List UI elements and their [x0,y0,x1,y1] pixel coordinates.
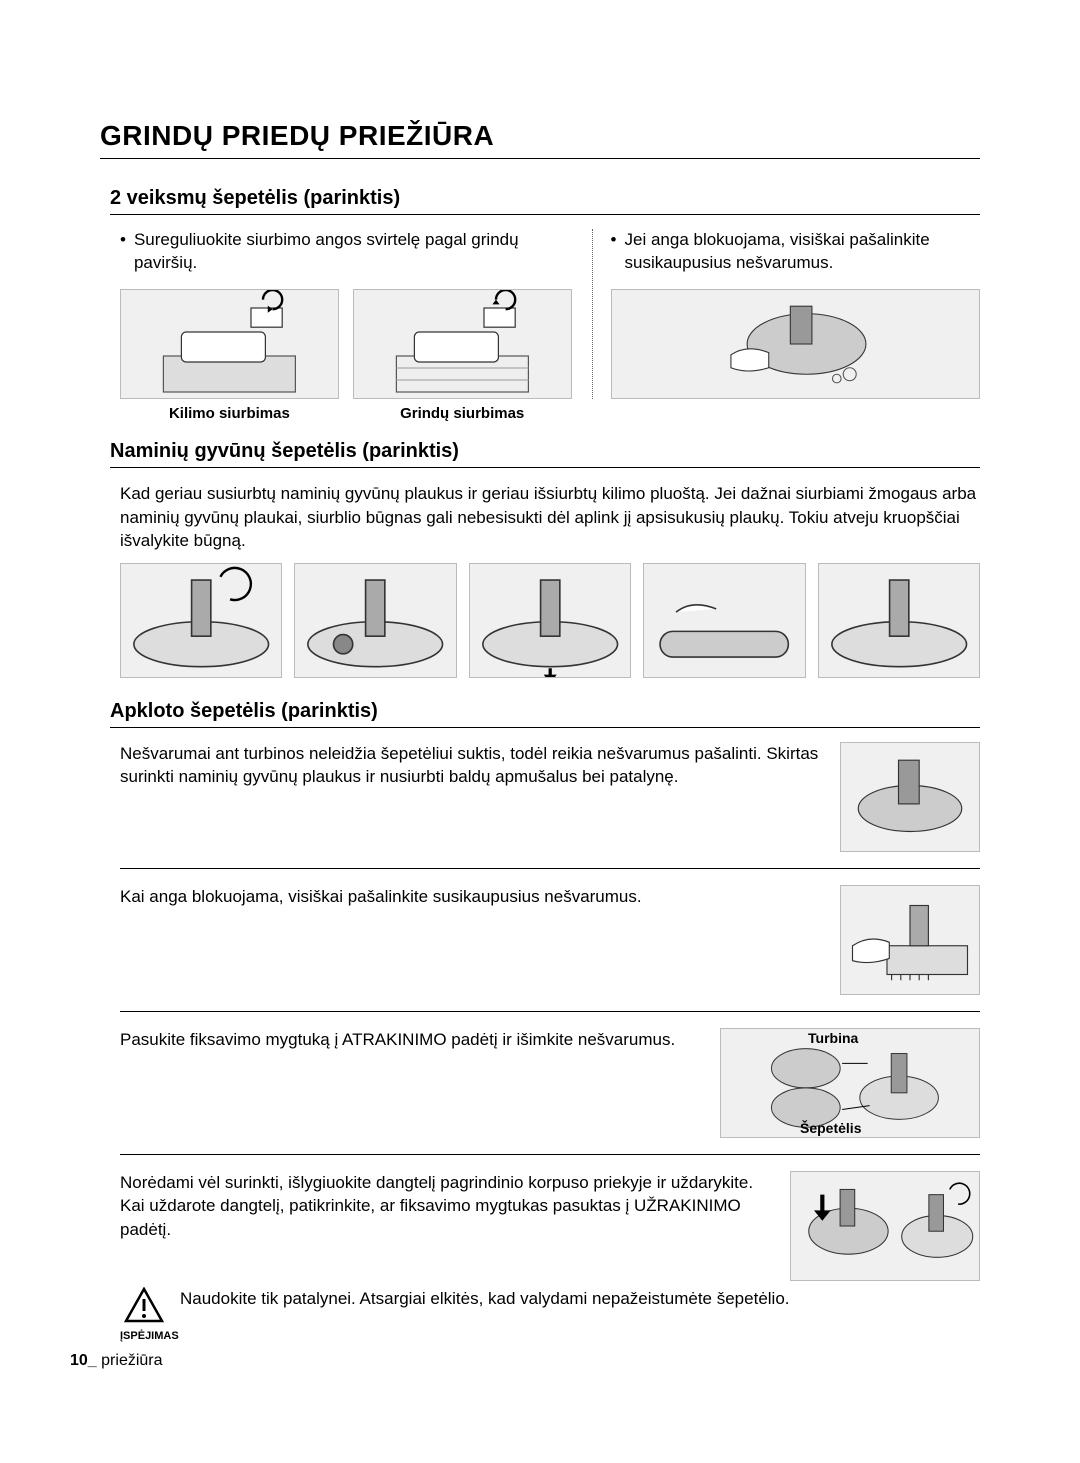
label-sepetelis: Šepetėlis [800,1120,861,1136]
sec2-diagram-strip [120,563,980,677]
footer-num: 10_ [70,1352,97,1369]
warning-icon: ĮSPĖJIMAS [120,1287,168,1342]
warning-label: ĮSPĖJIMAS [120,1330,168,1342]
sec1-bullet-right: • Jei anga blokuojama, visiškai pašalink… [611,229,980,275]
divider [120,1011,980,1012]
page-title: GRINDŲ PRIEDŲ PRIEŽIŪRA [100,120,980,159]
sec1-heading: 2 veiksmų šepetėlis (parinktis) [110,187,980,215]
sec1-bullet-left: • Sureguliuokite siurbimo angos svirtelę… [120,229,572,275]
bullet-dot: • [611,229,617,275]
sec3-p2: Kai anga blokuojama, visiškai pašalinkit… [120,885,820,909]
caption-floor: Grindų siurbimas [353,405,572,422]
diagram-petbrush-1 [120,563,282,677]
diagram-petbrush-4 [643,563,805,677]
diagram-blanket-2 [840,885,980,995]
sec3-p1: Nešvarumai ant turbinos neleidžia šepetė… [120,742,820,790]
sec1-bullet-right-text: Jei anga blokuojama, visiškai pašalinkit… [625,229,981,275]
divider [120,868,980,869]
sec3-p3: Pasukite fiksavimo mygtuką į ATRAKINIMO … [120,1028,700,1052]
caption-carpet: Kilimo siurbimas [120,405,339,422]
sec1-bullet-left-text: Sureguliuokite siurbimo angos svirtelę p… [134,229,572,275]
diagram-blanket-4 [790,1171,980,1281]
diagram-floor [353,289,572,399]
diagram-petbrush-2 [294,563,456,677]
diagram-blanket-1 [840,742,980,852]
sec3-heading: Apkloto šepetėlis (parinktis) [110,700,980,728]
diagram-carpet [120,289,339,399]
divider [120,1154,980,1155]
diagram-petbrush-3 [469,563,631,677]
label-turbina: Turbina [808,1030,858,1046]
page-footer: 10_ priežiūra [70,1352,980,1370]
sec2-body: Kad geriau susiurbtų naminių gyvūnų plau… [120,482,980,553]
bullet-dot: • [120,229,126,275]
warning-text: Naudokite tik patalynei. Atsargiai elkit… [180,1287,980,1311]
sec2-heading: Naminių gyvūnų šepetėlis (parinktis) [110,440,980,468]
footer-text: priežiūra [101,1352,162,1369]
diagram-blockage [611,289,980,399]
diagram-petbrush-5 [818,563,980,677]
sec3-p4: Norėdami vėl surinkti, išlygiuokite dang… [120,1171,770,1242]
